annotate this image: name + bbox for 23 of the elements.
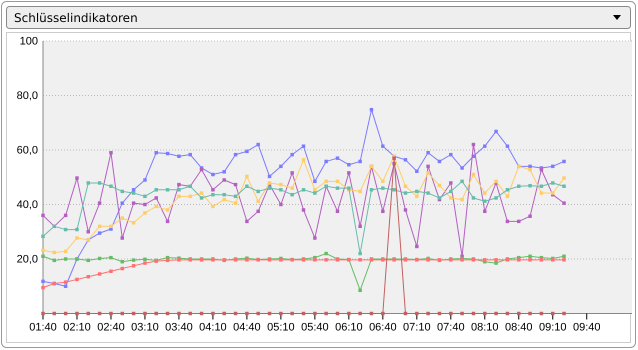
x-tick-label: 08:10 bbox=[471, 321, 499, 334]
x-tick-label: 07:40 bbox=[437, 321, 465, 334]
x-tick-label: 08:40 bbox=[505, 321, 533, 334]
x-tick-label: 09:40 bbox=[572, 321, 600, 334]
x-tick-label: 02:10 bbox=[63, 321, 91, 334]
y-tick-label: 40,0 bbox=[16, 199, 38, 212]
x-tick-label: 04:40 bbox=[233, 321, 261, 334]
x-tick-label: 05:40 bbox=[301, 321, 329, 334]
x-tick-label: 05:10 bbox=[267, 321, 295, 334]
x-tick-label: 01:40 bbox=[29, 321, 57, 334]
x-tick-label: 03:40 bbox=[165, 321, 193, 334]
y-tick-label: 100 bbox=[20, 36, 38, 48]
y-tick-label: 20,0 bbox=[16, 254, 38, 266]
x-tick-label: 07:10 bbox=[403, 321, 431, 334]
x-tick-label: 04:10 bbox=[199, 321, 227, 334]
y-tick-label: 60,0 bbox=[16, 144, 38, 157]
x-tick-label: 09:10 bbox=[538, 321, 567, 334]
x-tick-label: 02:40 bbox=[97, 321, 125, 334]
x-tick-label: 06:40 bbox=[369, 321, 397, 334]
x-tick-label: 06:10 bbox=[335, 321, 363, 334]
x-tick-label: 03:10 bbox=[131, 321, 159, 334]
chart-title: Schlüsselindikatoren bbox=[14, 11, 138, 25]
y-tick-label: 80,0 bbox=[16, 90, 38, 102]
